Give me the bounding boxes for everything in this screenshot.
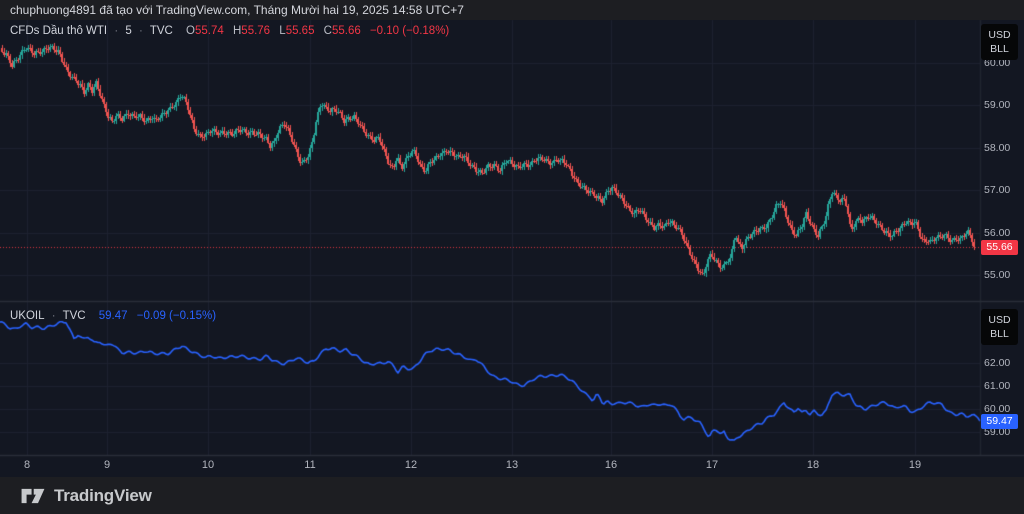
- price-tick-label: 60.00: [984, 57, 1011, 69]
- time-tick-label: 17: [705, 459, 719, 471]
- price-tick-label: 57.00: [984, 184, 1011, 196]
- price-tick-label: 61.00: [984, 380, 1011, 392]
- time-tick-label: 19: [908, 459, 922, 471]
- wti-change: −0.10 (−0.18%): [369, 25, 450, 37]
- low-label: L: [279, 25, 286, 37]
- time-tick-label: 12: [404, 459, 418, 471]
- tradingview-brand-text: TradingView: [54, 485, 152, 505]
- price-tick-label: 60.00: [984, 403, 1011, 415]
- footer-bar: TradingView: [0, 477, 1024, 514]
- price-tick-label: 55.00: [984, 269, 1011, 281]
- price-tick-label: 59.00: [984, 426, 1011, 438]
- price-tick-label: 56.00: [984, 227, 1011, 239]
- ukoil-value: 59.47: [98, 310, 128, 322]
- attribution-bar: chuphuong4891 đã tạo với TradingView.com…: [0, 0, 1024, 20]
- price-tick-label: 62.00: [984, 357, 1011, 369]
- attribution-text: chuphuong4891 đã tạo với TradingView.com…: [10, 3, 464, 17]
- unit-badge-ukoil: USD BLL: [981, 309, 1018, 345]
- time-tick-label: 8: [23, 459, 31, 471]
- open-label: O: [186, 25, 195, 37]
- low-value: 55.65: [285, 25, 315, 37]
- wti-legend[interactable]: CFDs Dầu thô WTI · 5 · TVC O55.74 H55.76…: [10, 25, 450, 37]
- unit-badge-wti: USD BLL: [981, 24, 1018, 60]
- time-tick-label: 10: [201, 459, 215, 471]
- time-tick-label: 9: [103, 459, 111, 471]
- last-price-badge-wti: 55.66: [981, 240, 1018, 255]
- time-tick-label: 16: [604, 459, 618, 471]
- high-label: H: [232, 25, 242, 37]
- wti-symbol: CFDs Dầu thô WTI: [10, 25, 108, 37]
- time-tick-label: 18: [806, 459, 820, 471]
- wti-interval: 5: [125, 25, 132, 37]
- high-value: 55.76: [241, 25, 271, 37]
- tradingview-logo-icon[interactable]: [20, 486, 46, 506]
- price-tick-label: 58.00: [984, 142, 1011, 154]
- open-value: 55.74: [195, 25, 224, 37]
- ukoil-symbol: UKOIL: [10, 310, 45, 322]
- time-tick-label: 11: [304, 459, 316, 471]
- ukoil-legend[interactable]: UKOIL · TVC 59.47 −0.09 (−0.15%): [10, 310, 217, 322]
- ukoil-change: −0.09 (−0.15%): [136, 310, 217, 322]
- close-label: C: [323, 25, 332, 37]
- time-tick-label: 13: [505, 459, 519, 471]
- close-value: 55.66: [331, 25, 361, 37]
- ukoil-exchange: TVC: [62, 310, 86, 322]
- last-price-badge-ukoil: 59.47: [981, 414, 1018, 429]
- price-tick-label: 59.00: [984, 99, 1011, 111]
- wti-exchange: TVC: [149, 25, 173, 37]
